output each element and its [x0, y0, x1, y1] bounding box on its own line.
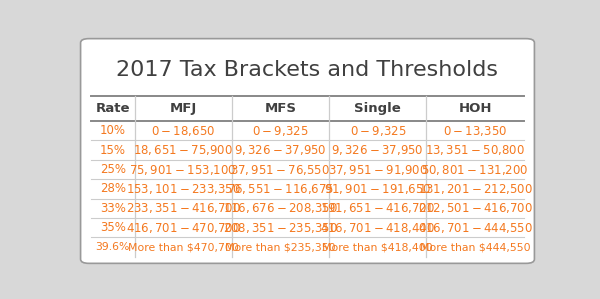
- Text: 35%: 35%: [100, 221, 126, 234]
- Text: $9,326-$37,950: $9,326-$37,950: [331, 143, 424, 157]
- Text: $153,101-$233,350: $153,101-$233,350: [125, 182, 241, 196]
- Text: MFS: MFS: [265, 102, 296, 115]
- Text: $13,351-$50,800: $13,351-$50,800: [425, 143, 525, 157]
- Text: $0-$9,325: $0-$9,325: [350, 124, 406, 138]
- Text: $37,951-$76,550: $37,951-$76,550: [230, 163, 331, 177]
- Text: MFJ: MFJ: [170, 102, 197, 115]
- Text: $416,701-$418,400: $416,701-$418,400: [320, 221, 435, 235]
- Text: $37,951-$91,900: $37,951-$91,900: [328, 163, 428, 177]
- Text: 28%: 28%: [100, 182, 126, 196]
- Text: 25%: 25%: [100, 163, 126, 176]
- Text: $9,326-$37,950: $9,326-$37,950: [234, 143, 327, 157]
- Text: $208,351-$235,350: $208,351-$235,350: [223, 221, 338, 235]
- Text: $416,701-$444,550: $416,701-$444,550: [418, 221, 533, 235]
- Text: $76,551-$116,675: $76,551-$116,675: [227, 182, 334, 196]
- Text: More than $444,550: More than $444,550: [420, 242, 530, 252]
- Text: More than $418,400: More than $418,400: [322, 242, 433, 252]
- Text: $191,651-$416,700: $191,651-$416,700: [320, 202, 435, 215]
- Text: $0-$13,350: $0-$13,350: [443, 124, 507, 138]
- Text: $75,901-$153,100: $75,901-$153,100: [130, 163, 237, 177]
- Text: 33%: 33%: [100, 202, 126, 215]
- Text: Rate: Rate: [95, 102, 130, 115]
- Text: $91,901-$191,650: $91,901-$191,650: [324, 182, 431, 196]
- Text: $416,701-$470,700: $416,701-$470,700: [125, 221, 241, 235]
- Text: More than $235,350: More than $235,350: [225, 242, 336, 252]
- Text: $233,351-$416,700: $233,351-$416,700: [125, 202, 241, 215]
- Text: $0-$9,325: $0-$9,325: [252, 124, 308, 138]
- Text: 15%: 15%: [100, 144, 126, 157]
- Text: More than $470,700: More than $470,700: [128, 242, 239, 252]
- Text: 39.6%: 39.6%: [96, 242, 130, 252]
- Text: 2017 Tax Brackets and Thresholds: 2017 Tax Brackets and Thresholds: [116, 60, 499, 80]
- Text: $50,801-$131,200: $50,801-$131,200: [421, 163, 529, 177]
- Text: $0-$18,650: $0-$18,650: [151, 124, 215, 138]
- Text: 10%: 10%: [100, 124, 126, 137]
- Text: HOH: HOH: [458, 102, 492, 115]
- Text: $18,651-$75,900: $18,651-$75,900: [133, 143, 233, 157]
- Text: $131,201-$212,500: $131,201-$212,500: [418, 182, 533, 196]
- Text: Single: Single: [355, 102, 401, 115]
- Text: $212,501-$416,700: $212,501-$416,700: [418, 202, 533, 215]
- Text: $116,676-$208,350: $116,676-$208,350: [223, 202, 338, 215]
- FancyBboxPatch shape: [80, 39, 535, 263]
